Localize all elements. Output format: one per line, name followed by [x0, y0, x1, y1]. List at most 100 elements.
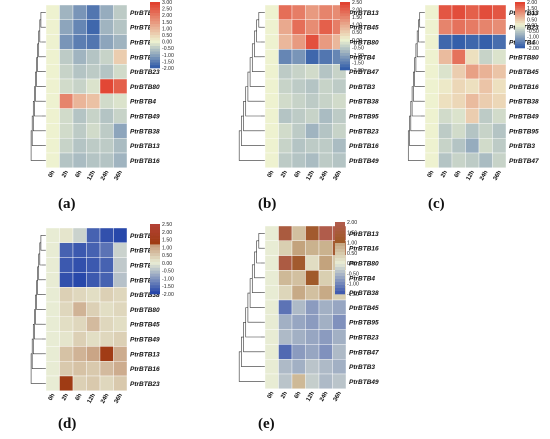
heatmap-cell [332, 152, 347, 169]
heatmap-cell [278, 108, 293, 124]
heatmap-cell [99, 301, 114, 318]
colorbar-tick-label: 1.00 [162, 26, 172, 32]
heatmap-cell [291, 359, 306, 375]
colorbar-segment [150, 247, 160, 251]
colorbar-segment [340, 16, 350, 20]
colorbar-segment [340, 44, 350, 48]
colorbar-segment [150, 29, 160, 33]
heatmap-cell [492, 4, 507, 21]
row-label: PtrBTB38 [349, 99, 379, 106]
dendrogram-branch [249, 278, 261, 308]
heatmap-cell [465, 123, 480, 139]
colorbar-tick-label: -1.50 [162, 284, 174, 290]
row-label: PtrBTB13 [130, 143, 160, 150]
heatmap-cell [305, 344, 320, 360]
heatmap-cell [291, 270, 306, 286]
dendrogram-branch [415, 43, 421, 72]
heatmap-cell [278, 152, 293, 169]
heatmap-cell [278, 373, 293, 390]
heatmap-cell [318, 285, 333, 301]
row-label: PtrBTB4 [349, 54, 375, 61]
heatmap-cell [451, 19, 466, 35]
row-label: PtrBTB95 [130, 277, 160, 284]
heatmap-cell [291, 152, 306, 169]
row-label: PtrBTB47 [349, 69, 379, 76]
colorbar-segment [515, 13, 525, 16]
heatmap-cell [291, 4, 306, 21]
colorbar-segment [335, 261, 345, 265]
heatmap-cell [465, 78, 480, 95]
colorbar-tick-label: 3.00 [162, 0, 172, 6]
heatmap-cell [86, 287, 101, 303]
row-label: PtrBTB38 [130, 292, 160, 299]
colorbar-segment [150, 46, 160, 50]
heatmap-cell [45, 63, 60, 80]
heatmap-cell [451, 123, 466, 139]
column-label: 6h [75, 170, 84, 179]
colorbar-tick-label: -2.00 [162, 66, 174, 72]
heatmap-cell [99, 123, 114, 139]
heatmap-cell [113, 287, 128, 303]
heatmap-cell [291, 344, 306, 360]
colorbar-tick-label: -1.50 [347, 292, 359, 298]
colorbar-segment [340, 19, 350, 23]
dendrogram-branch [413, 71, 421, 102]
colorbar-segment [515, 28, 525, 32]
heatmap-cell [86, 63, 101, 80]
row-label: PtrBTB49 [509, 114, 539, 121]
heatmap-cell [45, 287, 60, 303]
colorbar-tick-label: 0.50 [162, 253, 172, 259]
heatmap-cell [305, 63, 320, 80]
heatmap-cell [59, 78, 74, 95]
row-label: PtrBTB80 [349, 40, 379, 47]
colorbar-tick-label: -1.50 [162, 59, 174, 65]
heatmap-cell [438, 137, 453, 154]
column-label: 2h [280, 391, 289, 400]
colorbar-segment [150, 232, 160, 236]
heatmap-cell [86, 152, 101, 169]
heatmap-cell [59, 137, 74, 154]
heatmap-cell [86, 108, 101, 124]
heatmap-cell [318, 49, 333, 65]
heatmap-cell [318, 270, 333, 286]
heatmap-cell [278, 255, 293, 271]
heatmap-cell [59, 123, 74, 139]
heatmap-cell [264, 344, 279, 360]
colorbar-segment [150, 35, 160, 39]
row-label: PtrBTB49 [349, 158, 379, 165]
heatmap-cell [332, 78, 347, 95]
colorbar-segment [335, 231, 345, 235]
heatmap-cell [59, 242, 74, 258]
colorbar-segment [340, 58, 350, 62]
heatmap-cell [278, 270, 293, 286]
heatmap-cell [451, 49, 466, 65]
dendrogram-branch [419, 12, 421, 28]
heatmap-cell [72, 49, 87, 65]
heatmap-cell [59, 272, 74, 288]
heatmap-cell [45, 123, 60, 139]
colorbar-segment [515, 32, 525, 35]
heatmap-cell [86, 375, 101, 392]
heatmap-cell [86, 34, 101, 50]
column-label: 6h [294, 170, 303, 179]
colorbar-segment [150, 226, 160, 231]
heatmap-cell [332, 373, 347, 390]
heatmap-cell [59, 227, 74, 244]
dendrogram-branch [258, 233, 261, 249]
heatmap-cell [305, 4, 320, 21]
colorbar-tick-label: -2.00 [162, 292, 174, 298]
heatmap-cell [99, 137, 114, 154]
colorbar-segment [150, 291, 160, 295]
colorbar-segment [340, 24, 350, 28]
colorbar-segment [150, 238, 160, 242]
heatmap-cell [45, 301, 60, 318]
heatmap-cell [264, 285, 279, 301]
heatmap-c: PtrBTB13PtrBTB23PtrBTB4PtrBTB80PtrBTB45P… [407, 0, 539, 182]
heatmap-cell [305, 240, 320, 256]
heatmap-cell [45, 331, 60, 347]
dendrogram-branch [418, 19, 421, 43]
row-label: PtrBTB3 [349, 84, 375, 91]
colorbar-tick-label: -1.00 [162, 276, 174, 282]
panel-label-a: (a) [58, 196, 76, 212]
row-label: PtrBTB47 [130, 25, 160, 32]
